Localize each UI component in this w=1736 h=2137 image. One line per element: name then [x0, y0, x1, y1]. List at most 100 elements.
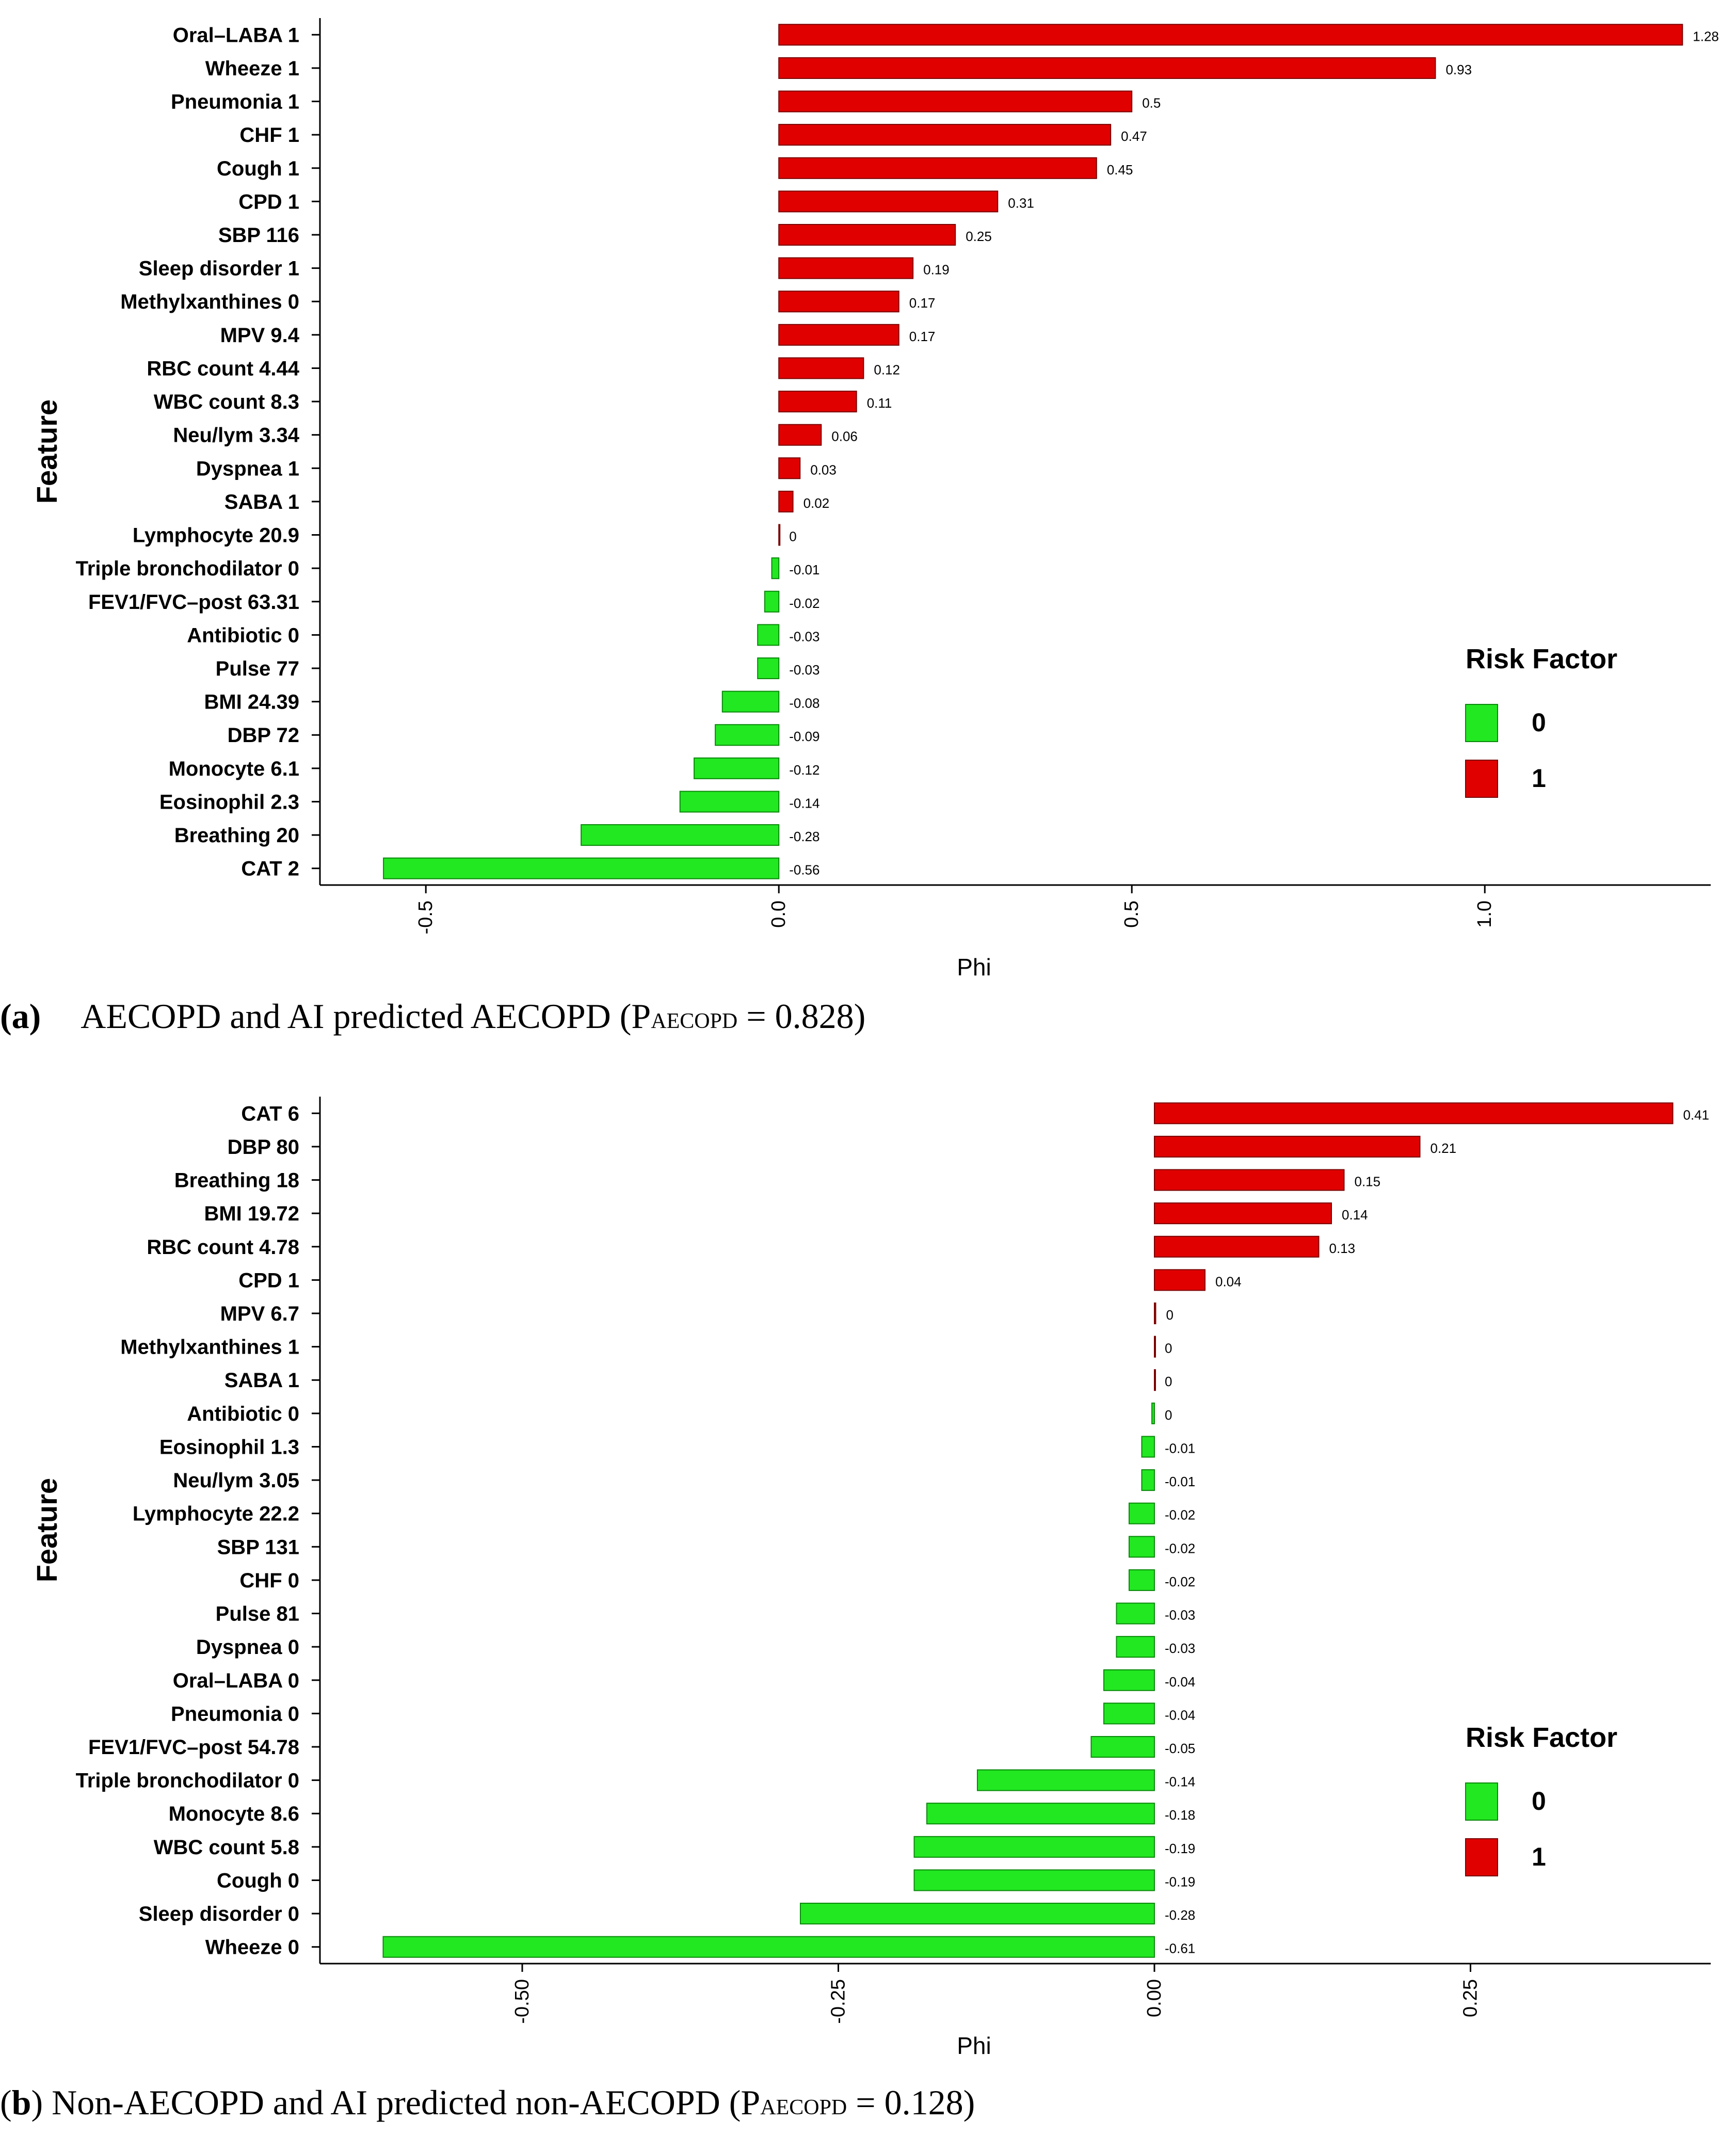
- a-feature-label: WBC count 8.3: [154, 391, 299, 413]
- b-value-label: 0: [1165, 1341, 1172, 1356]
- a-value-label: -0.12: [789, 762, 819, 778]
- a-bar: [715, 724, 780, 746]
- a-feature-label: CHF 1: [239, 124, 299, 147]
- a-legend-label: 0: [1532, 708, 1546, 737]
- b-value-label: -0.18: [1165, 1807, 1195, 1823]
- a-value-label: 0.93: [1445, 62, 1472, 77]
- b-feature-label: Lymphocyte 22.2: [133, 1503, 299, 1525]
- b-feature-label: BMI 19.72: [204, 1202, 299, 1225]
- a-feature-label: Eosinophil 2.3: [159, 791, 299, 813]
- b-y-axis-title: Feature: [30, 1478, 63, 1582]
- a-feature-label: Oral–LABA 1: [173, 24, 299, 46]
- b-value-label: -0.02: [1165, 1574, 1195, 1589]
- a-bar: [771, 557, 780, 580]
- b-bar: [1116, 1602, 1155, 1625]
- b-x-tick-label: -0.50: [511, 1979, 533, 2024]
- a-value-label: -0.01: [789, 562, 819, 577]
- b-feature-label: CAT 6: [241, 1102, 299, 1125]
- a-feature-label: Cough 1: [217, 157, 299, 180]
- b-bar: [1141, 1436, 1155, 1458]
- a-bar: [778, 391, 857, 413]
- b-value-label: 0.13: [1329, 1241, 1356, 1256]
- b-legend-label: 1: [1532, 1842, 1546, 1871]
- a-bar: [694, 757, 780, 779]
- a-feature-label: Pulse 77: [216, 657, 299, 680]
- a-bar: [778, 524, 781, 546]
- a-value-label: 0.12: [874, 362, 900, 377]
- a-x-axis-title: Phi: [957, 954, 991, 981]
- caption-b-sub: AECOPD: [760, 2096, 847, 2119]
- a-feature-label: Triple bronchodilator 0: [76, 557, 299, 580]
- a-feature-label: CAT 2: [241, 858, 299, 880]
- b-bar: [1154, 1102, 1674, 1124]
- b-value-label: -0.19: [1165, 1841, 1195, 1856]
- b-feature-label: CPD 1: [238, 1269, 299, 1292]
- b-feature-label: RBC count 4.78: [147, 1236, 299, 1259]
- b-bar: [1129, 1502, 1155, 1524]
- a-value-label: 0.5: [1142, 95, 1161, 111]
- caption-a-tail: = 0.828): [737, 997, 866, 1036]
- a-legend-label: 1: [1532, 764, 1546, 793]
- a-value-label: -0.56: [789, 862, 819, 878]
- b-bar: [913, 1869, 1155, 1891]
- a-feature-label: Breathing 20: [174, 824, 299, 847]
- a-value-label: 0.02: [803, 495, 830, 511]
- b-feature-label: Eosinophil 1.3: [159, 1436, 299, 1458]
- b-value-label: -0.05: [1165, 1741, 1195, 1756]
- b-value-label: 0: [1166, 1307, 1173, 1323]
- b-value-label: 0: [1165, 1407, 1172, 1423]
- b-feature-label: Dyspnea 0: [196, 1636, 299, 1659]
- b-value-label: 0: [1165, 1374, 1172, 1389]
- a-value-label: 0.06: [831, 429, 858, 444]
- b-bar: [1154, 1169, 1345, 1191]
- a-bar: [778, 291, 899, 313]
- b-bar: [1129, 1569, 1155, 1591]
- b-bar: [1154, 1369, 1156, 1391]
- b-feature-label: SABA 1: [224, 1369, 299, 1392]
- b-value-label: -0.01: [1165, 1440, 1195, 1456]
- caption-a-text: AECOPD and AI predicted AECOPD (P: [81, 997, 651, 1036]
- a-bar: [679, 791, 780, 813]
- b-feature-label: DBP 80: [228, 1136, 299, 1159]
- a-x-tick-label: 0.5: [1121, 901, 1143, 928]
- b-value-label: 0.21: [1430, 1140, 1457, 1156]
- b-legend-title: Risk Factor: [1466, 1722, 1617, 1753]
- chart-b: -0.50 -0.25 0.00 0.25 Phi Feature CAT 6 0.41 DBP…: [30, 1097, 1711, 2059]
- b-bar: [1154, 1302, 1156, 1325]
- b-value-label: -0.61: [1165, 1941, 1195, 1956]
- a-bar: [778, 490, 794, 512]
- b-feature-label: FEV1/FVC–post 54.78: [88, 1736, 299, 1759]
- a-x-tick-label: 0.0: [768, 901, 790, 928]
- a-legend-swatch: [1465, 704, 1498, 742]
- b-feature-label: Antibiotic 0: [187, 1403, 299, 1425]
- b-bar: [1154, 1269, 1205, 1291]
- a-bar: [778, 157, 1097, 179]
- b-value-label: -0.02: [1165, 1540, 1195, 1556]
- a-value-label: -0.28: [789, 829, 819, 844]
- a-value-label: 0.25: [966, 229, 992, 244]
- a-bar: [757, 624, 780, 646]
- b-bar: [1116, 1636, 1155, 1658]
- caption-a-label: (a): [0, 997, 41, 1036]
- b-bar: [913, 1836, 1155, 1858]
- a-bar: [778, 257, 914, 279]
- b-feature-label: Oral–LABA 0: [173, 1669, 299, 1692]
- a-bar: [778, 457, 801, 479]
- a-value-label: 0.31: [1008, 195, 1034, 211]
- caption-a-sub: AECOPD: [651, 1009, 738, 1033]
- b-value-label: -0.19: [1165, 1874, 1195, 1889]
- b-value-label: 0.04: [1215, 1274, 1242, 1289]
- a-bar: [757, 657, 780, 680]
- b-bar: [1090, 1736, 1155, 1758]
- a-feature-label: Methylxanthines 0: [120, 291, 299, 313]
- a-feature-label: Lymphocyte 20.9: [133, 524, 299, 547]
- b-feature-label: Triple bronchodilator 0: [76, 1770, 299, 1792]
- a-feature-label: Antibiotic 0: [187, 624, 299, 647]
- a-feature-label: SABA 1: [224, 491, 299, 513]
- b-bar: [1141, 1469, 1155, 1491]
- a-value-label: 0.11: [867, 395, 892, 411]
- b-feature-label: Neu/lym 3.05: [173, 1469, 299, 1492]
- b-feature-label: Methylxanthines 1: [120, 1336, 299, 1359]
- b-bar: [1154, 1135, 1421, 1158]
- a-bar: [778, 24, 1683, 46]
